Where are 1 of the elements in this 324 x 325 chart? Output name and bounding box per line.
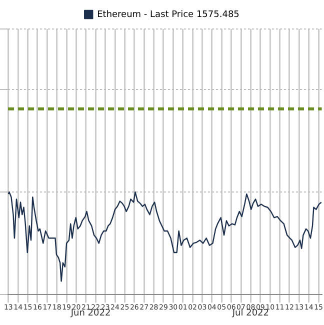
legend-label: Ethereum - Last Price 1575.485 xyxy=(97,10,240,20)
